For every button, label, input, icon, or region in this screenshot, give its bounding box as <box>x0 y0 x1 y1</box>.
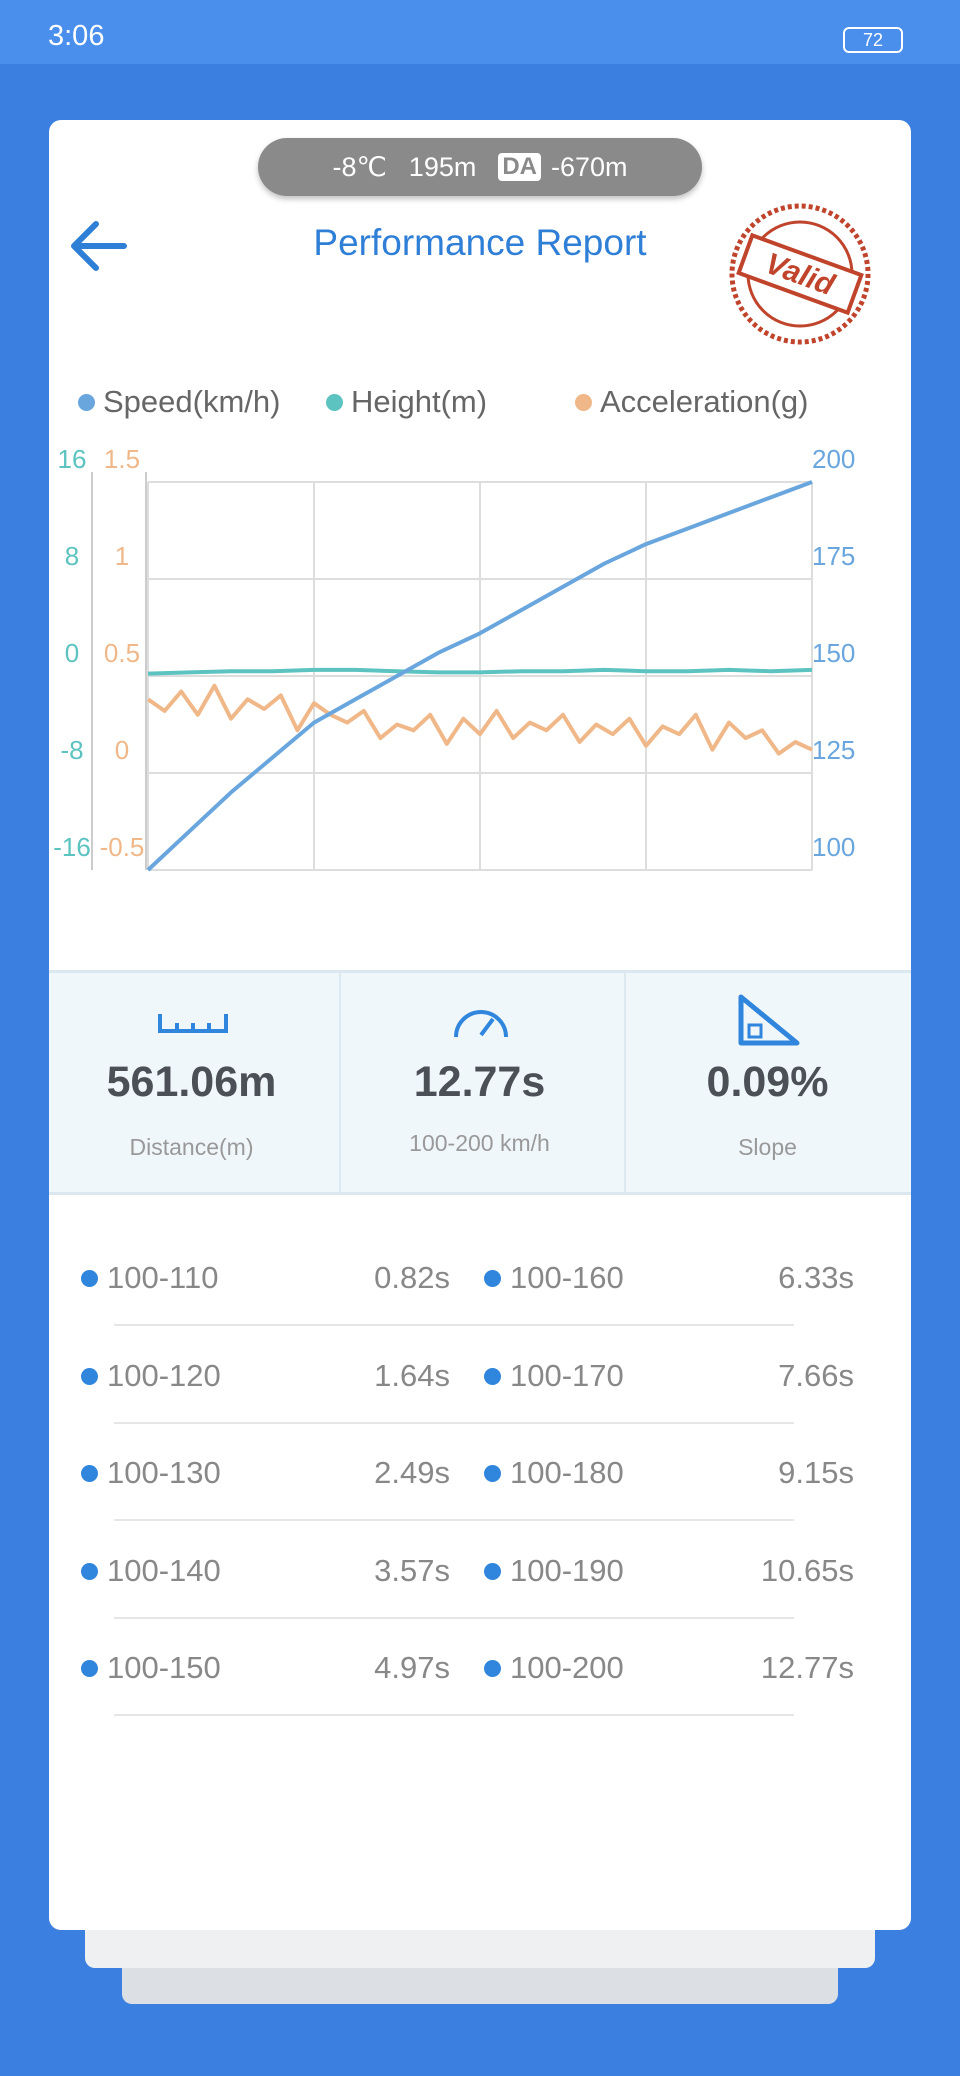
valid-stamp: Valid <box>729 203 871 345</box>
y3-tick-label: 1 <box>115 541 129 571</box>
density-altitude: -670m <box>551 151 628 182</box>
bullet <box>484 1465 501 1482</box>
split-time: 10.65s <box>760 1552 854 1588</box>
y3-tick-label: 0.5 <box>104 638 140 668</box>
gauge-icon <box>454 1010 508 1038</box>
bullet <box>81 1562 98 1580</box>
summary-label: 100-200 km/h <box>409 1130 550 1156</box>
split-range: 100-190 <box>510 1552 624 1588</box>
split-range: 100-160 <box>510 1260 624 1295</box>
split-range: 100-170 <box>510 1357 624 1393</box>
bullet <box>484 1367 501 1385</box>
y3-tick-label: 0 <box>115 735 129 765</box>
bullet <box>81 1660 98 1677</box>
y2-tick-label: 175 <box>812 541 855 571</box>
split-time: 1.64s <box>374 1357 450 1393</box>
split-time: 4.97s <box>374 1650 450 1685</box>
summary-panel <box>49 970 911 1195</box>
status-bar: 3:06 72 <box>0 0 960 64</box>
bullet <box>484 1660 501 1677</box>
da-badge: DA <box>498 153 542 181</box>
split-range: 100-180 <box>510 1455 624 1490</box>
separator <box>114 1519 794 1521</box>
altitude: 195m <box>408 151 477 182</box>
title: Performance Report <box>313 222 647 263</box>
series-line <box>146 480 813 872</box>
split-time: 7.66s <box>778 1357 854 1393</box>
split-range: 100-110 <box>107 1260 219 1295</box>
y2-tick-label: 125 <box>812 735 855 765</box>
legend-dot <box>326 393 343 411</box>
split-time: 0.82s <box>374 1260 450 1295</box>
split-time: 12.77s <box>760 1650 854 1685</box>
legend-dot <box>78 393 95 411</box>
y3-tick-label: 1.5 <box>104 444 140 474</box>
bullet <box>81 1367 98 1385</box>
y3-tick-label: -0.5 <box>100 832 145 862</box>
slope-icon <box>738 994 800 1046</box>
split-range: 100-130 <box>107 1455 221 1490</box>
split-time: 2.49s <box>374 1455 450 1490</box>
summary-label: Distance(m) <box>129 1134 254 1160</box>
bullet <box>81 1270 98 1287</box>
bullet <box>484 1562 501 1580</box>
card-shadow <box>85 1930 875 1968</box>
summary-value: 561.06m <box>106 1058 277 1106</box>
summary-value: 12.77s <box>413 1058 546 1106</box>
split-range: 100-120 <box>107 1357 221 1393</box>
card-shadow <box>122 1968 838 2004</box>
bullet <box>81 1465 98 1482</box>
legend-item: Height(m) <box>326 384 487 420</box>
clock: 3:06 <box>48 20 105 52</box>
y2-tick-label: 200 <box>812 444 855 474</box>
summary-value: 0.09% <box>706 1058 829 1106</box>
split-time: 9.15s <box>778 1455 854 1490</box>
summary-label: Slope <box>738 1134 797 1160</box>
y-tick-label: 0 <box>65 638 79 668</box>
y-tick-label: -16 <box>53 832 91 862</box>
legend-label: Speed(km/h) <box>103 384 281 419</box>
legend-dot <box>575 393 592 411</box>
y-tick-label: 16 <box>58 444 87 474</box>
ruler-icon <box>158 1014 228 1033</box>
split-range: 100-140 <box>107 1552 221 1588</box>
y-tick-label: -8 <box>60 735 83 765</box>
series-line <box>146 683 813 756</box>
separator <box>114 1616 794 1619</box>
legend-item: Speed(km/h) <box>78 384 280 420</box>
split-range: 100-200 <box>510 1650 624 1685</box>
y2-tick-label: 150 <box>812 638 855 668</box>
series-line <box>147 667 813 676</box>
y-tick-label: 8 <box>65 541 79 571</box>
temperature: -8℃ <box>332 151 387 182</box>
bullet <box>484 1270 501 1287</box>
separator <box>114 1324 794 1326</box>
split-range: 100-150 <box>107 1650 221 1685</box>
y2-tick-label: 100 <box>812 832 855 862</box>
legend-item: Acceleration(g) <box>575 384 808 420</box>
legend-label: Acceleration(g) <box>600 384 809 419</box>
separator <box>114 1714 794 1716</box>
chart: -16 -8 0 8 16 -0.5 0 0.5 1 1.5 100 125 150 175 200 <box>53 444 855 872</box>
split-time: 6.33s <box>778 1260 854 1295</box>
split-time: 3.57s <box>374 1552 450 1588</box>
battery: 72 <box>843 27 903 53</box>
legend-label: Height(m) <box>351 384 488 419</box>
separator <box>114 1421 794 1424</box>
conditions-pill: -8℃ 195m DA -670m <box>258 138 702 196</box>
back-button[interactable] <box>66 218 130 274</box>
